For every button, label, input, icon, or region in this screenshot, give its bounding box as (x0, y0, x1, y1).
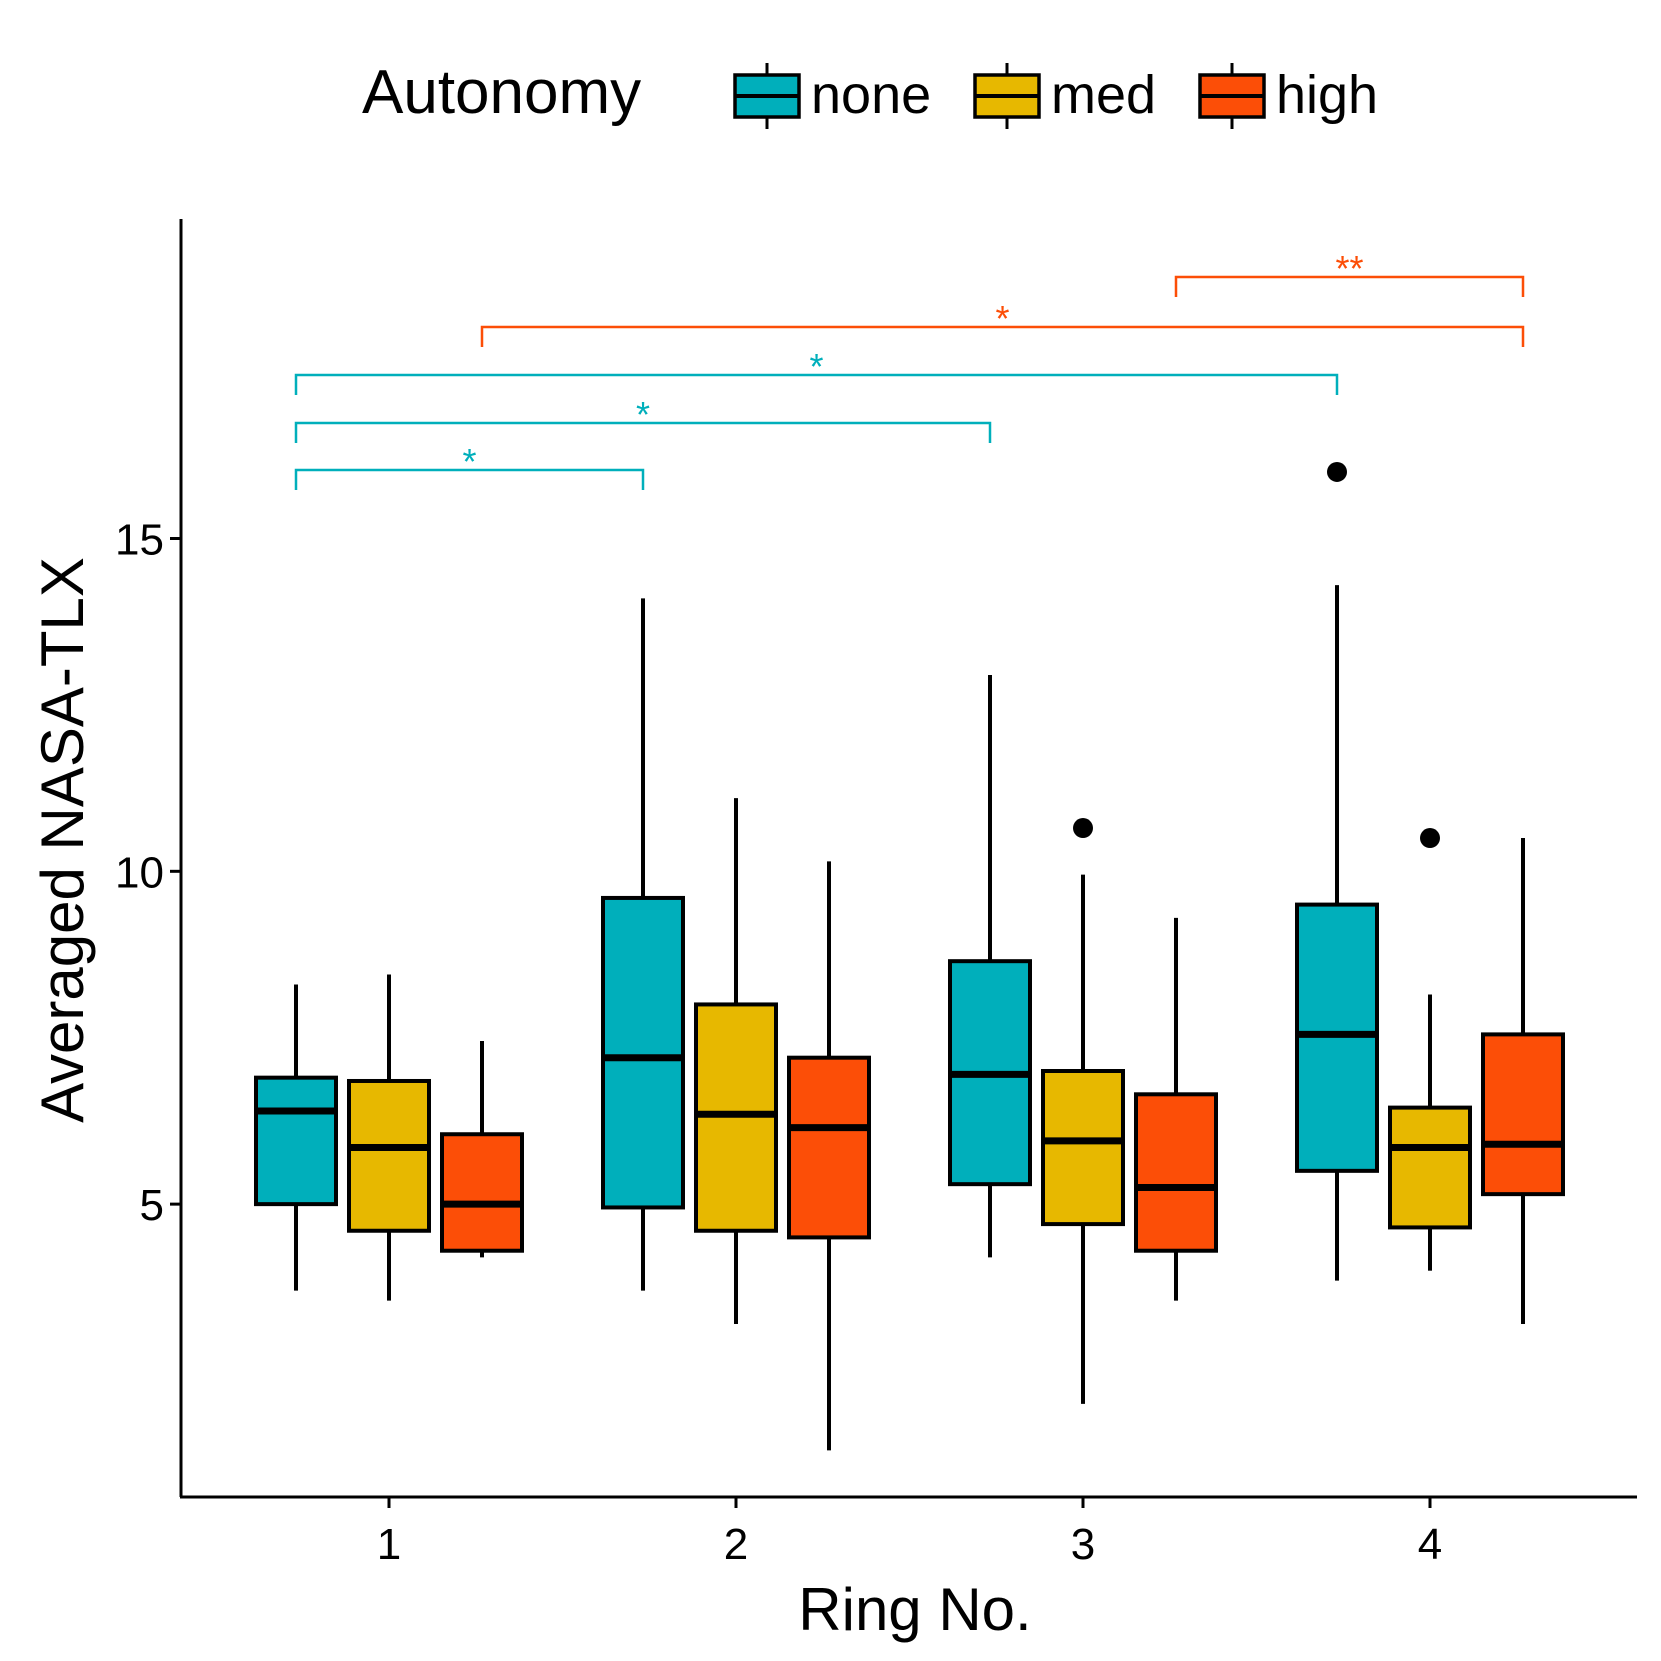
box-rect (787, 1055, 871, 1240)
legend-key-med: med (973, 63, 1156, 129)
significance-label: * (809, 346, 823, 387)
x-tick-label: 1 (377, 1520, 401, 1569)
significance-label: * (995, 298, 1009, 339)
box-rect (1041, 1069, 1125, 1227)
outlier-point (1327, 461, 1347, 482)
box-med-ring-3 (1041, 818, 1125, 1404)
legend: Autonomy none med high (362, 58, 1378, 129)
bracket-high-1-4: * (480, 298, 1525, 347)
bracket-none-1-2: * (294, 441, 645, 490)
x-tick-label: 4 (1418, 1520, 1442, 1569)
box-rect (601, 895, 685, 1210)
box-high-ring-2 (787, 861, 871, 1451)
box-none-ring-4 (1295, 461, 1379, 1281)
bracket-line (294, 468, 645, 490)
bracket-high-3-4: ** (1174, 248, 1525, 297)
box-rect (1481, 1032, 1565, 1197)
box-rect (347, 1078, 431, 1233)
box-rect (254, 1075, 338, 1207)
box-none-ring-3 (948, 674, 1032, 1258)
box-none-ring-1 (254, 984, 338, 1291)
bracket-none-1-3: * (294, 394, 992, 443)
legend-key-high: high (1198, 63, 1378, 129)
x-tick-label: 3 (1071, 1520, 1095, 1569)
box-rect (1388, 1105, 1472, 1230)
bracket-line (1174, 275, 1525, 297)
legend-label-none: none (811, 65, 931, 125)
box-none-ring-2 (601, 598, 685, 1291)
legend-key-none: none (733, 63, 931, 129)
bracket-line (480, 325, 1525, 347)
legend-label-high: high (1276, 65, 1378, 125)
y-tick-label: 10 (115, 848, 164, 897)
legend-title: Autonomy (362, 58, 641, 127)
y-ticks: 5 10 15 (115, 516, 181, 1230)
y-tick-label: 5 (140, 1181, 164, 1230)
box-high-ring-1 (440, 1041, 524, 1258)
box-rect (1134, 1092, 1218, 1253)
legend-label-med: med (1051, 65, 1156, 125)
bracket-line (294, 373, 1339, 395)
box-high-ring-4 (1481, 838, 1565, 1324)
bracket-none-1-4: * (294, 346, 1339, 395)
y-axis-label: Averaged NASA-TLX (29, 557, 96, 1123)
legend-keys: none med high (733, 63, 1378, 129)
box-med-ring-2 (694, 798, 778, 1324)
x-axis-label: Ring No. (798, 1576, 1031, 1643)
outlier-point (1073, 818, 1093, 839)
outlier-point (1420, 828, 1440, 849)
significance-label: ** (1335, 248, 1363, 289)
x-tick-label: 2 (724, 1520, 748, 1569)
y-tick-label: 15 (115, 516, 164, 565)
x-ticks: 1 2 3 4 (377, 1497, 1442, 1569)
box-med-ring-1 (347, 974, 431, 1301)
significance-label: * (636, 394, 650, 435)
significance-label: * (462, 441, 476, 482)
bracket-line (294, 421, 992, 443)
significance-brackets: ****** (294, 248, 1525, 490)
boxes (254, 461, 1565, 1451)
box-med-ring-4 (1388, 828, 1472, 1271)
box-rect (440, 1132, 524, 1253)
box-high-ring-3 (1134, 917, 1218, 1301)
